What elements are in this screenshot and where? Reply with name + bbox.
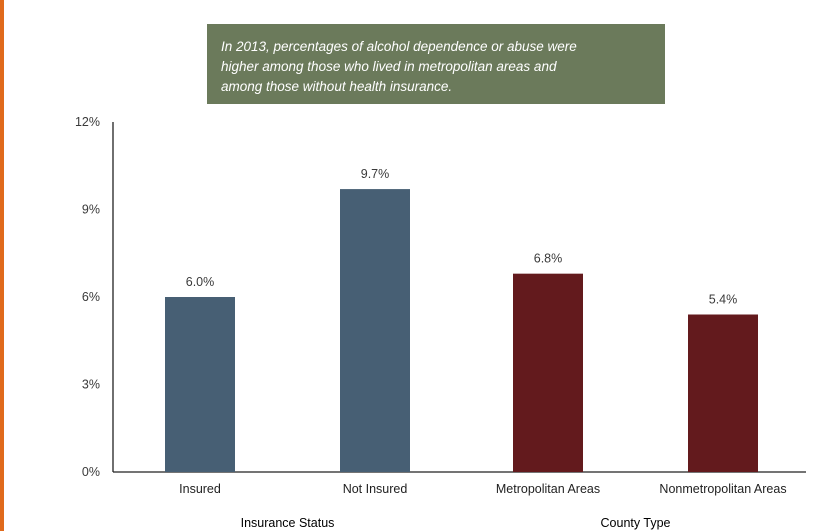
group-label: County Type	[601, 516, 671, 530]
x-category-label: Metropolitan Areas	[496, 482, 600, 496]
x-category-label: Insured	[179, 482, 221, 496]
left-border	[0, 0, 4, 531]
bar-value-label: 6.8%	[534, 252, 563, 266]
callout-line-1: In 2013, percentages of alcohol dependen…	[221, 39, 577, 54]
callout-box: In 2013, percentages of alcohol dependen…	[207, 24, 665, 104]
group-label: Insurance Status	[241, 516, 335, 530]
bar	[513, 273, 583, 472]
bar	[165, 297, 235, 472]
callout-line-3: among those without health insurance.	[221, 79, 453, 94]
callout-line-2: higher among those who lived in metropol…	[221, 59, 557, 74]
y-tick-label: 9%	[82, 203, 100, 217]
x-category-label: Not Insured	[343, 482, 408, 496]
bar	[688, 314, 758, 472]
bar-value-label: 5.4%	[709, 293, 738, 307]
bar	[340, 189, 410, 473]
y-tick-label: 6%	[82, 290, 100, 304]
x-category-label: Nonmetropolitan Areas	[659, 482, 786, 496]
bar-value-label: 6.0%	[186, 275, 215, 289]
bar-value-label: 9.7%	[361, 167, 390, 181]
y-tick-label: 12%	[75, 115, 100, 129]
y-tick-label: 0%	[82, 465, 100, 479]
y-tick-label: 3%	[82, 378, 100, 392]
